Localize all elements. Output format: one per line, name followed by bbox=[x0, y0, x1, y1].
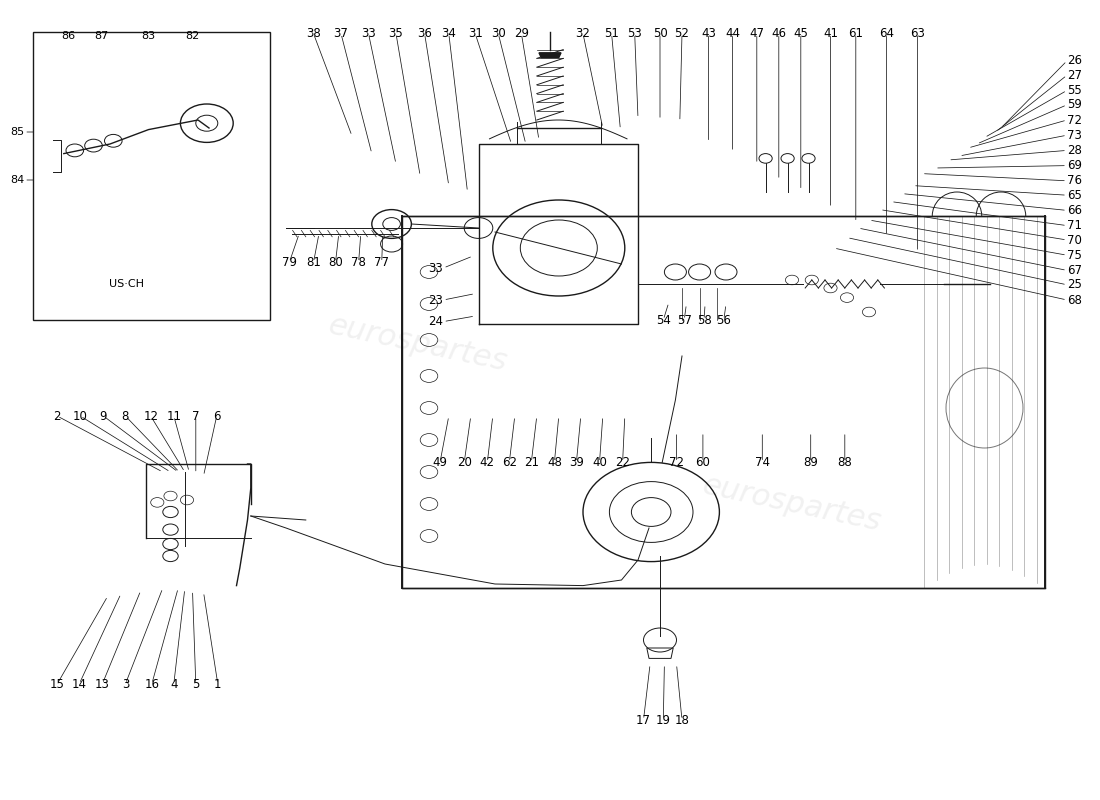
Text: 75: 75 bbox=[1067, 249, 1082, 262]
Text: 8: 8 bbox=[122, 410, 129, 422]
Text: 27: 27 bbox=[1067, 69, 1082, 82]
Text: 79: 79 bbox=[282, 256, 297, 269]
Text: 76: 76 bbox=[1067, 174, 1082, 187]
Text: 70: 70 bbox=[1067, 234, 1082, 246]
Text: 56: 56 bbox=[716, 314, 732, 326]
Text: 59: 59 bbox=[1067, 98, 1082, 111]
Text: 72: 72 bbox=[1067, 114, 1082, 126]
Text: 78: 78 bbox=[351, 256, 366, 269]
Text: 66: 66 bbox=[1067, 204, 1082, 217]
Text: 53: 53 bbox=[627, 27, 642, 40]
Text: eurospartes: eurospartes bbox=[326, 311, 510, 377]
Text: 23: 23 bbox=[428, 294, 443, 306]
Text: 69: 69 bbox=[1067, 159, 1082, 172]
Circle shape bbox=[802, 154, 815, 163]
Text: 5: 5 bbox=[192, 678, 199, 690]
Text: 88: 88 bbox=[837, 456, 852, 469]
Text: 64: 64 bbox=[879, 27, 894, 40]
Text: 6: 6 bbox=[213, 410, 220, 422]
Text: 28: 28 bbox=[1067, 144, 1082, 157]
Text: 14: 14 bbox=[72, 678, 87, 690]
Text: 61: 61 bbox=[848, 27, 864, 40]
Text: 4: 4 bbox=[170, 678, 177, 690]
Text: 89: 89 bbox=[803, 456, 818, 469]
Text: 36: 36 bbox=[417, 27, 432, 40]
Text: 49: 49 bbox=[432, 456, 448, 469]
Text: 12: 12 bbox=[143, 410, 158, 422]
Text: 18: 18 bbox=[674, 714, 690, 726]
Text: 20: 20 bbox=[456, 456, 472, 469]
Text: 29: 29 bbox=[514, 27, 529, 40]
Text: 82: 82 bbox=[186, 31, 199, 41]
Text: 57: 57 bbox=[676, 314, 692, 326]
Text: 52: 52 bbox=[674, 27, 690, 40]
Text: 25: 25 bbox=[1067, 278, 1082, 291]
Text: 24: 24 bbox=[428, 315, 443, 328]
Text: 58: 58 bbox=[696, 314, 712, 326]
Text: 77: 77 bbox=[374, 256, 389, 269]
Text: 9: 9 bbox=[100, 410, 107, 422]
Text: 80: 80 bbox=[328, 256, 343, 269]
Circle shape bbox=[781, 154, 794, 163]
Text: 10: 10 bbox=[73, 410, 88, 422]
Text: 3: 3 bbox=[122, 678, 129, 690]
Text: 40: 40 bbox=[592, 456, 607, 469]
Circle shape bbox=[759, 154, 772, 163]
Text: 48: 48 bbox=[547, 456, 562, 469]
Text: eurospartes: eurospartes bbox=[700, 471, 884, 537]
Text: 87: 87 bbox=[95, 31, 108, 41]
Text: 85: 85 bbox=[10, 127, 24, 137]
Text: 19: 19 bbox=[656, 714, 671, 726]
Text: 67: 67 bbox=[1067, 264, 1082, 277]
Text: 72: 72 bbox=[669, 456, 684, 469]
Text: 16: 16 bbox=[144, 678, 159, 690]
Text: 46: 46 bbox=[771, 27, 786, 40]
Text: 60: 60 bbox=[695, 456, 711, 469]
Text: 73: 73 bbox=[1067, 129, 1082, 142]
Text: 11: 11 bbox=[166, 410, 182, 422]
Text: 43: 43 bbox=[701, 27, 716, 40]
Text: 81: 81 bbox=[306, 256, 321, 269]
Text: 86: 86 bbox=[62, 31, 75, 41]
Text: 55: 55 bbox=[1067, 84, 1081, 97]
Text: 50: 50 bbox=[652, 27, 668, 40]
Text: 45: 45 bbox=[793, 27, 808, 40]
Bar bbox=[33, 32, 270, 320]
Text: US·CH: US·CH bbox=[109, 279, 144, 289]
Text: 84: 84 bbox=[10, 175, 24, 185]
Text: 7: 7 bbox=[192, 410, 199, 422]
Text: 34: 34 bbox=[441, 27, 456, 40]
Text: 22: 22 bbox=[615, 456, 630, 469]
Text: 21: 21 bbox=[524, 456, 539, 469]
Text: 71: 71 bbox=[1067, 219, 1082, 232]
Text: 30: 30 bbox=[491, 27, 506, 40]
Text: 38: 38 bbox=[306, 27, 321, 40]
Text: 37: 37 bbox=[333, 27, 349, 40]
Text: 47: 47 bbox=[749, 27, 764, 40]
Text: 63: 63 bbox=[910, 27, 925, 40]
Text: 44: 44 bbox=[725, 27, 740, 40]
Text: 32: 32 bbox=[575, 27, 591, 40]
Text: 62: 62 bbox=[502, 456, 517, 469]
Text: 42: 42 bbox=[480, 456, 495, 469]
Text: 74: 74 bbox=[755, 456, 770, 469]
Text: 1: 1 bbox=[214, 678, 221, 690]
Text: 39: 39 bbox=[569, 456, 584, 469]
Text: 15: 15 bbox=[50, 678, 65, 690]
Text: 83: 83 bbox=[142, 31, 155, 41]
Text: 26: 26 bbox=[1067, 54, 1082, 67]
Text: 51: 51 bbox=[604, 27, 619, 40]
Text: 33: 33 bbox=[429, 262, 443, 274]
Text: 33: 33 bbox=[361, 27, 376, 40]
Text: 41: 41 bbox=[823, 27, 838, 40]
Text: 17: 17 bbox=[636, 714, 651, 726]
Text: 35: 35 bbox=[388, 27, 404, 40]
Polygon shape bbox=[539, 53, 561, 58]
Text: 65: 65 bbox=[1067, 189, 1082, 202]
Text: 68: 68 bbox=[1067, 294, 1082, 306]
Text: 13: 13 bbox=[95, 678, 110, 690]
Text: 54: 54 bbox=[656, 314, 671, 326]
Text: 2: 2 bbox=[54, 410, 60, 422]
Text: 31: 31 bbox=[468, 27, 483, 40]
